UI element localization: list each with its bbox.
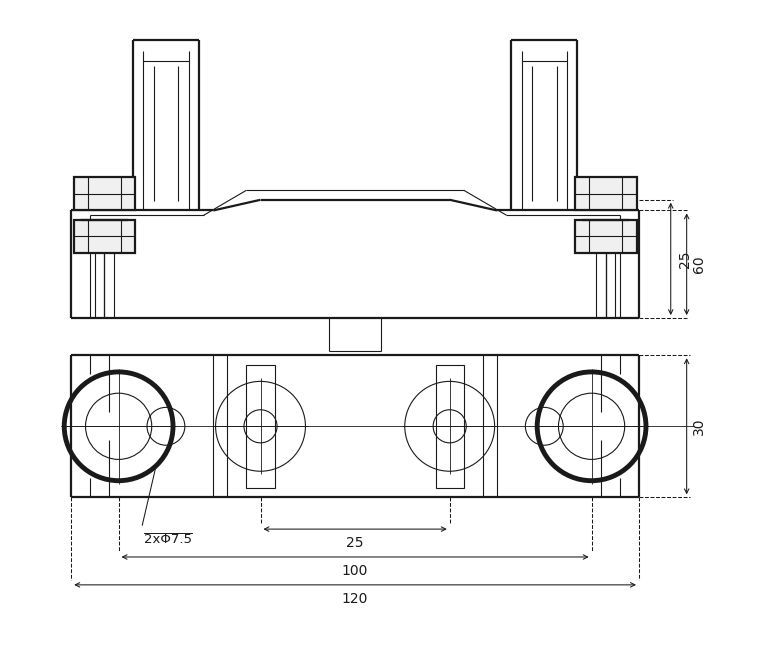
Text: 100: 100 — [342, 564, 369, 578]
Text: 120: 120 — [342, 592, 369, 606]
Text: 60: 60 — [692, 255, 705, 273]
Bar — [435, 365, 464, 488]
Text: 2xΦ7.5: 2xΦ7.5 — [144, 533, 192, 546]
Text: 25: 25 — [347, 536, 364, 550]
Bar — [74, 177, 135, 210]
Text: 25: 25 — [678, 250, 692, 268]
Bar — [74, 220, 135, 253]
Bar — [575, 220, 637, 253]
Text: 30: 30 — [692, 417, 705, 435]
Bar — [575, 177, 637, 210]
Bar — [246, 365, 274, 488]
